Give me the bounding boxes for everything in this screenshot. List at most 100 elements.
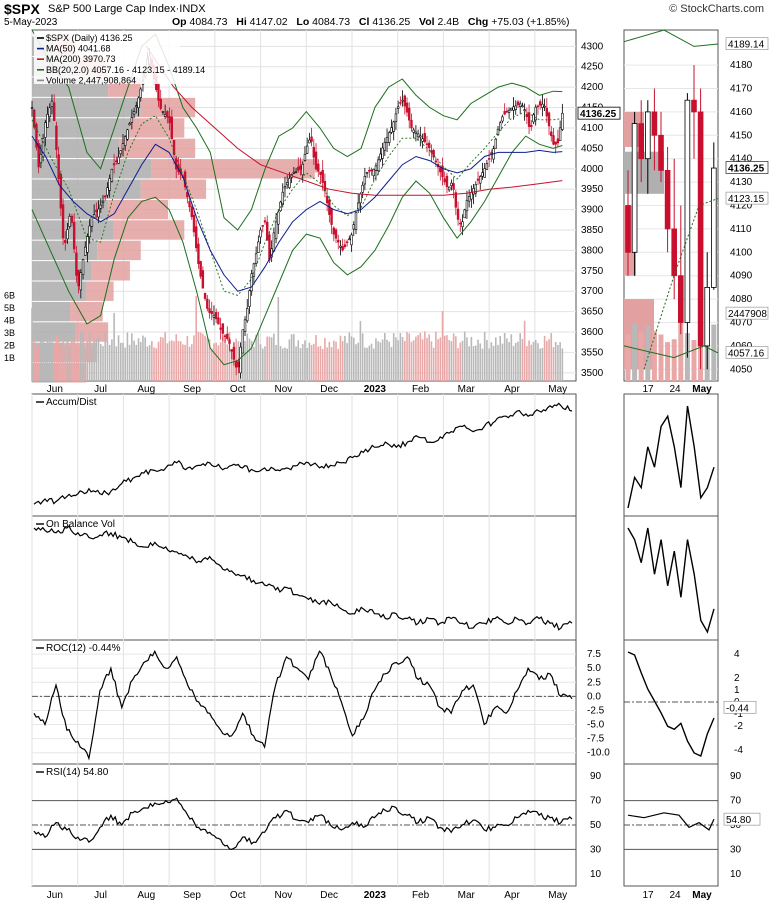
zoom-candle-body xyxy=(678,275,684,323)
volume-bar xyxy=(62,340,64,381)
volume-bar xyxy=(439,337,442,381)
candle-body xyxy=(30,107,34,109)
volume-bar xyxy=(326,347,328,381)
candle-body xyxy=(166,111,169,118)
volume-bar xyxy=(492,345,495,381)
volume-bar xyxy=(377,341,379,381)
volume-bar xyxy=(222,336,224,381)
index-name: S&P 500 Large Cap Index·INDX xyxy=(48,3,206,15)
month-label: Feb xyxy=(412,384,430,395)
volume-bar xyxy=(75,345,78,381)
volume-bar xyxy=(370,343,373,381)
legend-label: $SPX (Daily) 4136.25 xyxy=(46,33,133,43)
candle-body xyxy=(319,171,322,175)
candle-body xyxy=(361,184,364,193)
volume-bar xyxy=(217,345,220,381)
accum-dist-line xyxy=(33,402,573,505)
price-tick-label: 3850 xyxy=(581,225,604,236)
volume-bar xyxy=(357,342,359,381)
candle-body xyxy=(461,221,464,228)
volume-bar xyxy=(421,339,424,381)
volume-bar xyxy=(494,337,497,381)
brand-watermark: © StockCharts.com xyxy=(669,3,764,15)
volume-tick-label: 2B xyxy=(4,341,15,351)
volume-bar xyxy=(341,341,344,381)
candle-body xyxy=(558,127,562,141)
zoom-candle-body xyxy=(625,205,631,253)
roc-line xyxy=(33,649,573,761)
volume-bar xyxy=(84,346,87,381)
rsi-tick-label: 70 xyxy=(590,796,602,807)
volume-bar xyxy=(31,307,33,381)
volume-by-price-down-bar xyxy=(129,118,185,138)
volume-bar xyxy=(470,337,473,381)
candle-body xyxy=(352,224,355,230)
candle-body xyxy=(208,308,211,313)
volume-bar xyxy=(168,341,171,381)
zoom-tick-label: 4140 xyxy=(730,154,753,165)
candle-body xyxy=(425,143,429,146)
candle-body xyxy=(534,106,537,121)
candle-body xyxy=(470,192,473,200)
candle-body xyxy=(381,147,384,159)
volume-bar xyxy=(457,348,459,381)
zoom-tick-label: 4150 xyxy=(730,130,753,141)
candle-body xyxy=(281,191,284,205)
candle-body xyxy=(188,201,191,208)
roc-tick-label: 5.0 xyxy=(587,663,601,674)
volume-bar xyxy=(279,346,282,381)
volume-bar xyxy=(226,344,229,381)
candle-body xyxy=(214,311,218,320)
zoom-tag-label: 4189.14 xyxy=(728,40,765,51)
volume-bar xyxy=(548,339,550,381)
volume-bar xyxy=(315,335,317,381)
candle-body xyxy=(68,216,71,227)
candle-body xyxy=(503,111,506,115)
candle-body xyxy=(254,253,258,264)
rsi-tick-label: 10 xyxy=(590,869,602,880)
candle-body xyxy=(35,123,38,148)
candle-body xyxy=(410,120,413,129)
volume-bar xyxy=(308,342,311,381)
zoom-volume-bar xyxy=(638,331,644,381)
volume-bar xyxy=(68,346,71,381)
volume-bar xyxy=(55,335,58,381)
candle-body xyxy=(261,225,264,227)
zoom-volume-bar xyxy=(658,334,664,381)
month-label: Aug xyxy=(137,384,155,395)
volume-bar xyxy=(288,339,291,381)
candle-body xyxy=(132,111,136,115)
zoom-tag xyxy=(725,306,769,320)
volume-bar xyxy=(310,344,313,381)
candle-body xyxy=(157,84,160,101)
candle-body xyxy=(521,105,524,108)
volume-bar xyxy=(60,347,62,381)
candle-body xyxy=(518,103,522,107)
volume-bar xyxy=(412,340,415,381)
candle-body xyxy=(108,178,111,191)
volume-bar xyxy=(159,336,162,381)
zoom-rsi-tick: 10 xyxy=(730,869,742,880)
volume-bar xyxy=(475,345,477,381)
price-tick-label: 3750 xyxy=(581,266,604,277)
candle-body xyxy=(285,182,289,186)
candle-body xyxy=(430,150,433,153)
candle-body xyxy=(212,314,216,318)
roc-label: ROC(12) -0.44% xyxy=(46,643,121,654)
month-label-bottom: May xyxy=(548,890,567,901)
candle-body xyxy=(401,99,404,102)
volume-bar xyxy=(44,347,47,381)
candle-body xyxy=(452,183,455,190)
candle-body xyxy=(363,175,367,185)
volume-bar xyxy=(106,341,109,381)
accum-dist-label: Accum/Dist xyxy=(46,397,97,408)
volume-bar xyxy=(415,336,417,381)
candle-body xyxy=(288,178,291,188)
candle-body xyxy=(239,346,242,374)
zoom-date-label: May xyxy=(692,384,712,395)
volume-bar xyxy=(179,341,182,381)
volume-bar xyxy=(257,333,260,381)
month-label-bottom: Jul xyxy=(94,890,107,901)
zoom-volume-bar xyxy=(645,325,651,381)
volume-bar xyxy=(88,332,91,381)
